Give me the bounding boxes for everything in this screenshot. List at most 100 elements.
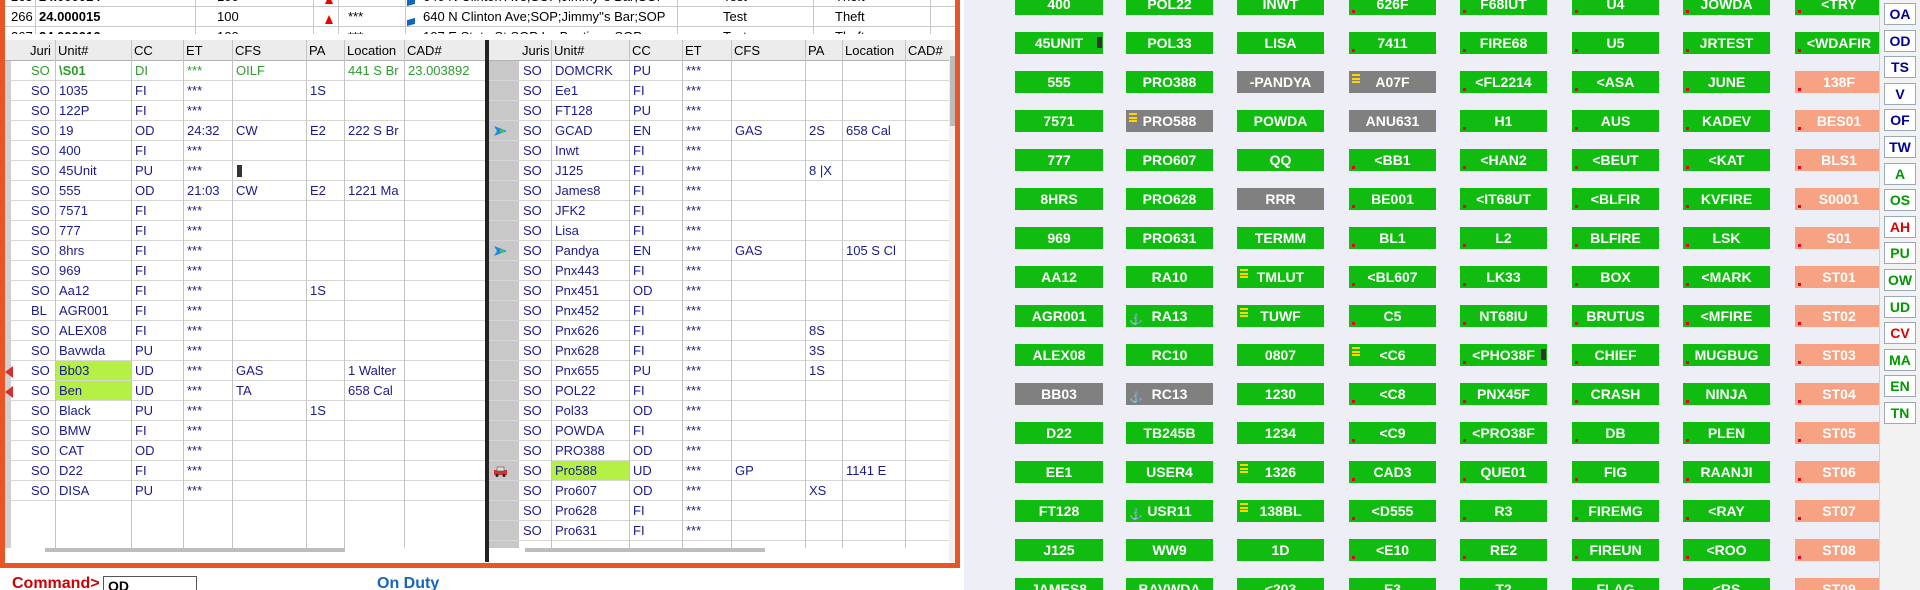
unit-button[interactable]: <FL2214 <box>1460 71 1547 93</box>
unit-button[interactable]: POL33 <box>1126 32 1213 54</box>
unit-button[interactable]: DB <box>1572 422 1659 444</box>
status-filter-tw[interactable]: TW <box>1884 136 1916 158</box>
unit-button[interactable]: ALEX08 <box>1015 344 1103 366</box>
unit-button[interactable]: JUNE <box>1683 71 1770 93</box>
unit-row[interactable]: SO POWDA FI *** <box>489 421 949 441</box>
status-filter-oa[interactable]: OA <box>1884 3 1916 25</box>
unit-button[interactable]: FIREUN <box>1572 539 1659 561</box>
unit-button[interactable]: <BL607 <box>1349 266 1436 288</box>
unit-button[interactable]: L2 <box>1460 227 1547 249</box>
unit-button[interactable]: BRUTUS <box>1572 305 1659 327</box>
unit-button[interactable]: C5 <box>1349 305 1436 327</box>
unit-row[interactable]: SO Pro628 FI *** <box>489 501 949 521</box>
unit-button[interactable]: 626F <box>1349 0 1436 15</box>
unit-button[interactable]: U5 <box>1572 32 1659 54</box>
unit-button[interactable]: 1D <box>1237 539 1324 561</box>
unit-row[interactable]: SO Ben UD *** TA 658 Cal <box>5 381 485 401</box>
unit-row[interactable]: SO 969 FI *** <box>5 261 485 281</box>
unit-button[interactable]: 969 <box>1015 227 1103 249</box>
unit-button[interactable]: ST04 <box>1795 383 1883 405</box>
column-header-unit[interactable]: Unit# <box>554 43 585 58</box>
unit-row[interactable]: SO 19 OD 24:32 CW E2 222 S Br <box>5 121 485 141</box>
unit-button[interactable]: 777 <box>1015 149 1103 171</box>
unit-button[interactable]: <PHO38F <box>1460 344 1547 366</box>
incident-row[interactable]: 265 24.000014 100 640 N Clinton Ave;SOP;Jim… <box>5 0 955 7</box>
horizontal-scrollbar-left[interactable] <box>45 548 345 552</box>
unit-row[interactable]: SO DISA PU *** <box>5 481 485 501</box>
column-header-pa[interactable]: PA <box>808 43 825 58</box>
status-filter-cv[interactable]: CV <box>1884 322 1916 345</box>
unit-button[interactable]: ST06 <box>1795 461 1883 483</box>
unit-button[interactable]: 1326 <box>1237 461 1324 483</box>
unit-row[interactable]: SO 8hrs FI *** <box>5 241 485 261</box>
unit-button[interactable]: 0807 <box>1237 344 1324 366</box>
unit-button[interactable]: <PRO38F <box>1460 422 1547 444</box>
unit-button[interactable]: BAVWDA <box>1126 578 1213 590</box>
unit-button[interactable]: CHIEF <box>1572 344 1659 366</box>
status-filter-of[interactable]: OF <box>1884 109 1916 132</box>
status-filter-ow[interactable]: OW <box>1884 269 1916 291</box>
column-header-pa[interactable]: PA <box>309 43 326 58</box>
unit-row[interactable]: SO Pnx628 FI *** 3S <box>489 341 949 361</box>
unit-button[interactable]: FIG <box>1572 461 1659 483</box>
unit-button[interactable]: LSK <box>1683 227 1770 249</box>
unit-button[interactable]: 8HRS <box>1015 188 1103 210</box>
status-filter-ts[interactable]: TS <box>1884 56 1916 79</box>
unit-button[interactable]: ST01 <box>1795 266 1883 288</box>
unit-button[interactable]: USR11 ⚓ <box>1126 500 1213 522</box>
status-filter-v[interactable]: V <box>1884 82 1916 105</box>
unit-button[interactable]: S0001 <box>1795 188 1883 210</box>
unit-button[interactable]: ST07 <box>1795 500 1883 522</box>
unit-row[interactable]: SO 7571 FI *** <box>5 201 485 221</box>
unit-row[interactable]: SO Pnx626 FI *** 8S <box>489 321 949 341</box>
unit-row[interactable]: SO D22 FI *** <box>5 461 485 481</box>
unit-button[interactable]: BLS1 <box>1795 149 1883 171</box>
unit-button[interactable]: FIRE68 <box>1460 32 1547 54</box>
incident-row[interactable]: 266 24.000015 100 *** 640 N Clinton Ave;SOP;… <box>5 7 955 27</box>
unit-button[interactable]: WW9 <box>1126 539 1213 561</box>
unit-button[interactable]: KADEV <box>1683 110 1770 132</box>
unit-button[interactable]: <BB1 <box>1349 149 1436 171</box>
unit-button[interactable]: PLEN <box>1683 422 1770 444</box>
status-filter-tn[interactable]: TN <box>1884 402 1916 424</box>
unit-button[interactable]: PRO631 <box>1126 227 1213 249</box>
unit-row[interactable]: SO Pro631 FI *** <box>489 521 949 541</box>
unit-button[interactable]: A07F <box>1349 71 1436 93</box>
unit-button[interactable]: <WDAFIR <box>1795 32 1883 54</box>
unit-button[interactable]: ST05 <box>1795 422 1883 444</box>
unit-button[interactable]: <C6 <box>1349 344 1436 366</box>
column-header-cad[interactable]: CAD# <box>908 43 943 58</box>
unit-button[interactable]: <HAN2 <box>1460 149 1547 171</box>
column-header-unit[interactable]: Unit# <box>58 43 89 58</box>
unit-button[interactable]: ST03 <box>1795 344 1883 366</box>
unit-row[interactable]: SO Pol33 OD *** <box>489 401 949 421</box>
column-header-cad[interactable]: CAD# <box>407 43 442 58</box>
unit-button[interactable]: 45UNIT <box>1015 32 1103 54</box>
status-filter-ma[interactable]: MA <box>1884 348 1916 371</box>
unit-button[interactable]: QUE01 <box>1460 461 1547 483</box>
unit-button[interactable]: QQ <box>1237 149 1324 171</box>
unit-row[interactable]: SO ALEX08 FI *** <box>5 321 485 341</box>
unit-button[interactable]: 1234 <box>1237 422 1324 444</box>
unit-button[interactable]: RE2 <box>1460 539 1547 561</box>
unit-row[interactable]: SO DOMCRK PU *** <box>489 61 949 81</box>
unit-row[interactable]: SO 777 FI *** <box>5 221 485 241</box>
unit-button[interactable]: F68IUT <box>1460 0 1547 15</box>
unit-button[interactable]: BOX <box>1572 266 1659 288</box>
unit-button[interactable]: JRTEST <box>1683 32 1770 54</box>
unit-button[interactable]: J125 <box>1015 539 1103 561</box>
unit-row[interactable]: SO Ee1 FI *** <box>489 81 949 101</box>
status-filter-ah[interactable]: AH <box>1884 215 1916 238</box>
unit-button[interactable]: -PANDYA <box>1237 71 1324 93</box>
unit-button[interactable]: S01 <box>1795 227 1883 249</box>
unit-button[interactable]: <203 <box>1237 578 1324 590</box>
unit-button[interactable]: PRO588 <box>1126 110 1213 132</box>
unit-row[interactable]: SO Inwt FI *** <box>489 141 949 161</box>
unit-button[interactable]: <D555 <box>1349 500 1436 522</box>
unit-row[interactable]: SO Pnx451 OD *** <box>489 281 949 301</box>
column-header-juris[interactable]: Juris <box>522 43 550 58</box>
vertical-scrollbar[interactable] <box>949 40 955 562</box>
unit-button[interactable]: <BEUT <box>1572 149 1659 171</box>
unit-button[interactable]: LK33 <box>1460 266 1547 288</box>
status-filter-od[interactable]: OD <box>1884 29 1916 52</box>
